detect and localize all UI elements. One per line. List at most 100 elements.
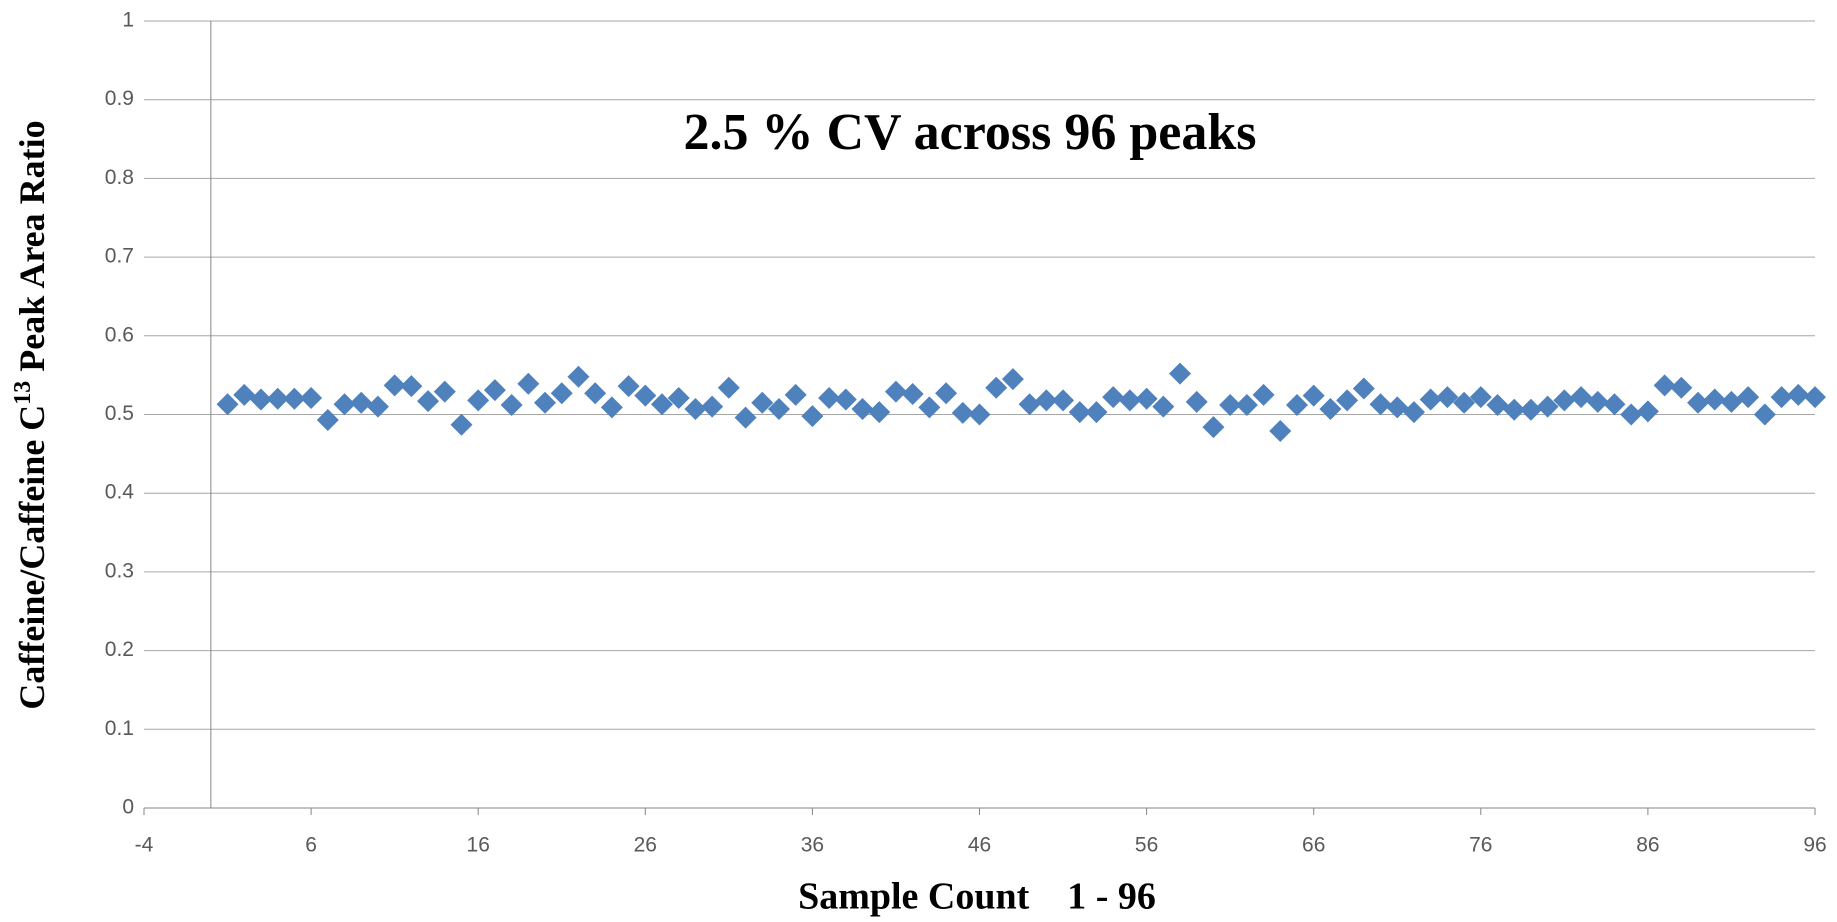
point: [500, 394, 523, 417]
point: [1770, 386, 1793, 409]
point: [600, 396, 623, 419]
point: [1636, 400, 1659, 423]
point: [350, 391, 373, 414]
x-axis-label: Sample Count 1 - 96: [798, 876, 1156, 918]
point: [884, 380, 907, 403]
point: [366, 395, 389, 418]
x-tick-label: 66: [1302, 834, 1325, 857]
point: [985, 376, 1008, 399]
point: [1653, 374, 1676, 397]
point: [1252, 383, 1275, 406]
point: [751, 391, 774, 414]
point: [1352, 377, 1375, 400]
point: [483, 379, 506, 402]
x-tick-label: 46: [968, 834, 991, 857]
point: [1787, 383, 1810, 406]
point: [550, 382, 573, 405]
y-tick-label: 0.2: [105, 638, 134, 661]
point: [1703, 388, 1726, 411]
point: [701, 395, 724, 418]
point: [1235, 394, 1258, 417]
point: [1670, 376, 1693, 399]
point: [684, 397, 707, 420]
x-tick-label: 6: [305, 834, 317, 857]
point: [249, 388, 272, 411]
point: [1269, 420, 1292, 443]
point: [1753, 403, 1776, 426]
point: [333, 393, 356, 416]
point: [1737, 386, 1760, 409]
y-tick-label: 0.9: [105, 87, 134, 110]
point: [717, 376, 740, 399]
point: [233, 383, 256, 406]
point: [1603, 393, 1626, 416]
point: [935, 382, 958, 405]
point: [383, 374, 406, 397]
point: [1302, 384, 1325, 407]
y-tick-label: 0.7: [105, 245, 134, 268]
point: [968, 403, 991, 426]
x-tick-label: 36: [801, 834, 824, 857]
point: [1436, 386, 1459, 409]
point: [1202, 416, 1225, 439]
y-tick-label: 0.1: [105, 717, 134, 740]
point: [1336, 389, 1359, 412]
x-tick-label: 26: [634, 834, 657, 857]
point: [1469, 386, 1492, 409]
y-tick-label: 0.8: [105, 166, 134, 189]
point: [300, 386, 323, 409]
point: [1169, 362, 1192, 385]
point: [266, 387, 289, 410]
point: [1035, 389, 1058, 412]
point: [467, 389, 490, 412]
point: [1804, 386, 1826, 409]
y-label-part: Caffeine/Caffeine C: [12, 405, 52, 710]
x-tick-label: 86: [1636, 834, 1659, 857]
point: [1052, 389, 1075, 412]
point: [818, 386, 841, 409]
point: [1419, 388, 1442, 411]
point: [1219, 394, 1242, 417]
point: [1519, 398, 1542, 421]
y-label-sup: 13: [10, 381, 36, 405]
point: [851, 397, 874, 420]
x-tick-label: 16: [467, 834, 490, 857]
x-tick-label: -4: [135, 834, 154, 857]
point: [584, 382, 607, 405]
point: [316, 409, 339, 432]
x-tick-label: 96: [1803, 834, 1826, 857]
y-tick-label: 1: [122, 9, 134, 32]
point: [400, 375, 423, 398]
point: [1185, 390, 1208, 413]
point: [918, 396, 941, 419]
point: [901, 383, 924, 406]
point: [567, 365, 590, 388]
point: [517, 372, 540, 395]
y-tick-label: 0.3: [105, 559, 134, 582]
point: [1118, 389, 1141, 412]
annotation: 2.5 % CV across 96 peaks: [683, 104, 1256, 161]
point: [216, 393, 239, 416]
point: [1453, 391, 1476, 414]
point: [784, 383, 807, 406]
point: [1620, 403, 1643, 426]
point: [1068, 401, 1091, 424]
point: [1553, 389, 1576, 412]
y-tick-label: 0.6: [105, 323, 134, 346]
point: [951, 401, 974, 424]
y-label-part: Peak Area Ratio: [12, 120, 52, 380]
point: [1102, 386, 1125, 409]
point: [1586, 390, 1609, 413]
point: [1135, 387, 1158, 410]
point: [651, 393, 674, 416]
point: [767, 397, 790, 420]
x-tick-label: 76: [1469, 834, 1492, 857]
point: [283, 387, 306, 410]
point: [1536, 395, 1559, 418]
point: [634, 384, 657, 407]
y-tick-label: 0: [122, 796, 134, 819]
point: [667, 386, 690, 409]
x-tick-label: 56: [1135, 834, 1158, 857]
point: [801, 405, 824, 428]
